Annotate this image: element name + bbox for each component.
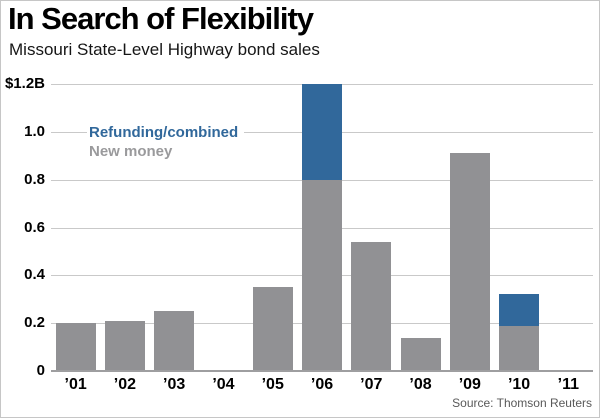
y-tick-label-0.6: 0.6 [24,218,45,236]
x-tick-label-06: ’06 [310,376,334,393]
x-tick-label-08: ’08 [409,376,432,393]
bar-new-money-01 [55,323,96,371]
x-axis-baseline [51,370,593,372]
y-tick-label-0.2: 0.2 [24,314,45,332]
x-tick-label-03: ’03 [163,376,186,393]
chart-title: In Search of Flexibility [8,1,314,36]
legend-item-new-money: New money [89,143,173,160]
x-tick-label-05: ’05 [261,376,284,393]
bar-new-money-09 [449,153,490,371]
x-tick-label-07: ’07 [360,376,383,393]
y-tick-label-1.2: $1.2B [4,75,45,92]
bar-refunding-06 [302,84,342,180]
x-tick-label-02: ’02 [113,376,137,393]
y-tick-label-0.8: 0.8 [24,170,45,188]
x-tick-label-11: ’11 [557,376,580,393]
bar-new-money-03 [154,311,195,371]
bar-new-money-07 [351,241,392,371]
chart-subtitle: Missouri State-Level Highway bond sales [9,40,320,59]
x-tick-label-01: ’01 [64,376,87,393]
chart-legend: Refunding/combined New money [87,121,245,163]
source-credit: Source: Thomson Reuters [452,396,592,410]
plot-area [51,84,593,372]
bar-new-money-10 [499,325,540,371]
x-tick-label-10: ’10 [507,376,531,393]
bar-new-money-08 [400,337,441,371]
y-tick-label-1.0: 1.0 [24,122,45,140]
bar-refunding-10 [499,294,540,326]
y-tick-label-0.4: 0.4 [24,266,45,284]
bar-new-money-06 [302,179,342,371]
bar-new-money-05 [252,287,293,371]
x-tick-label-09: ’09 [458,376,481,393]
legend-item-refunding: Refunding/combined [89,124,239,141]
y-tick-label-0: 0 [36,362,45,379]
bar-new-money-02 [104,320,145,371]
x-tick-label-04: ’04 [212,376,235,393]
